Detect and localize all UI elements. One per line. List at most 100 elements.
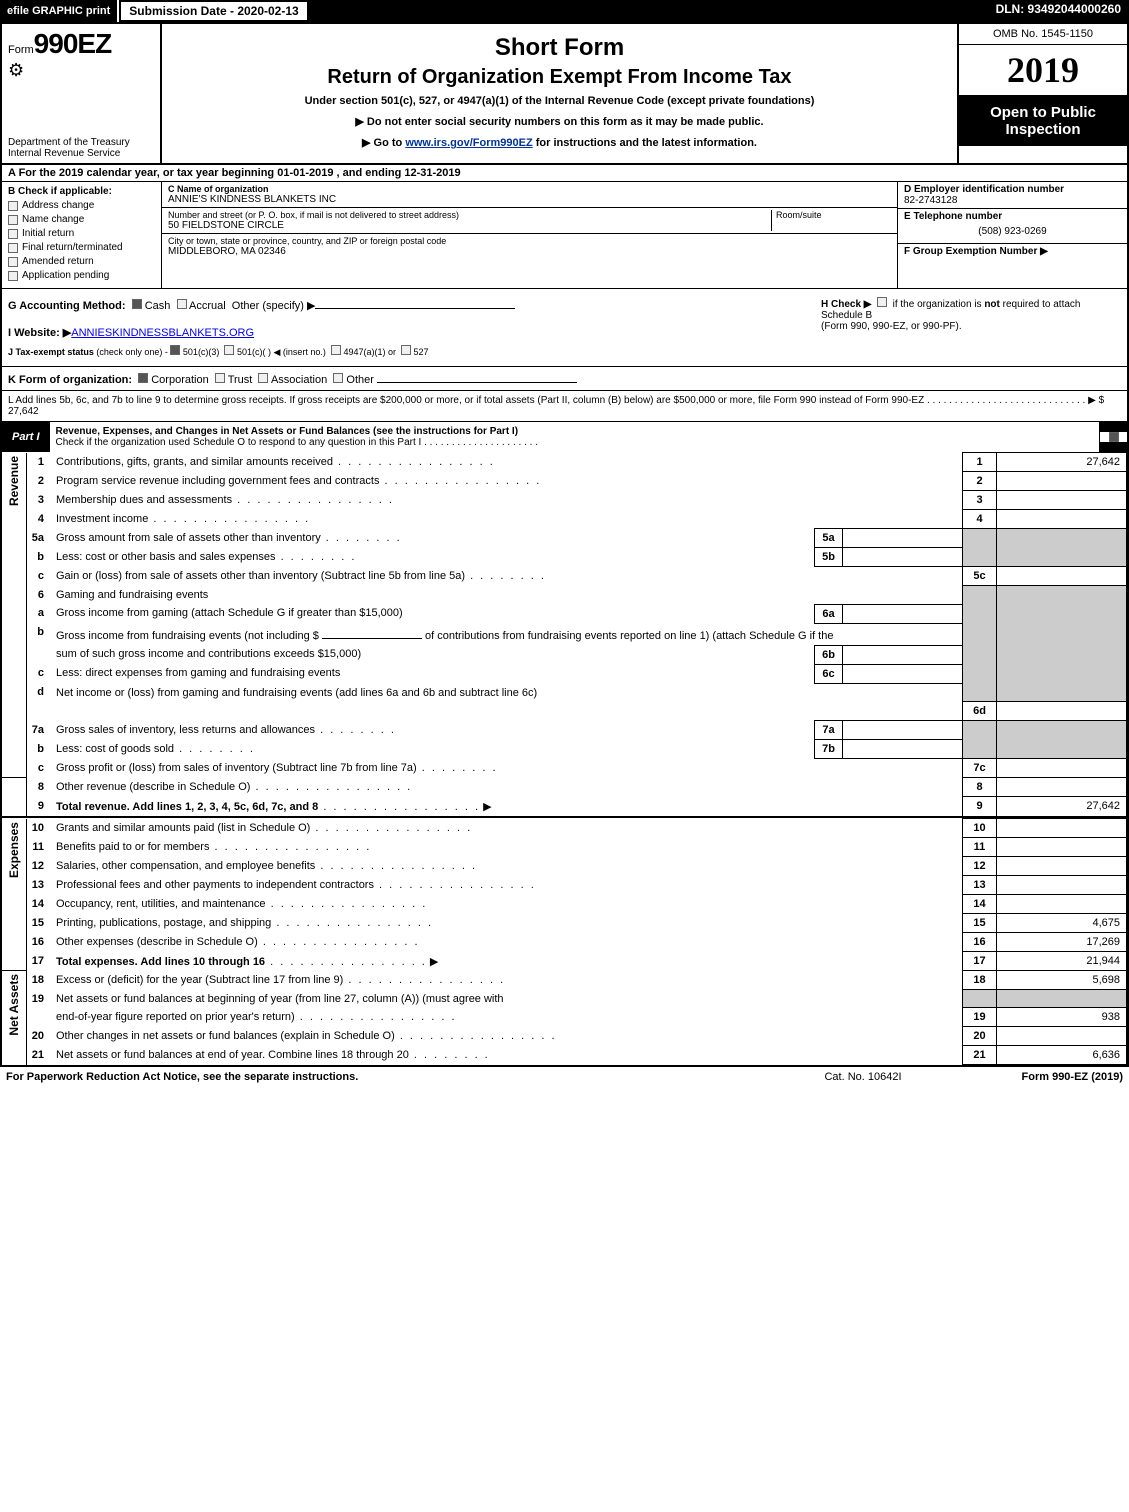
- line-l: L Add lines 5b, 6c, and 7b to line 9 to …: [2, 391, 1127, 422]
- table-row: 14Occupancy, rent, utilities, and mainte…: [2, 895, 1127, 914]
- chk-527-icon[interactable]: [401, 345, 411, 355]
- checkbox-icon[interactable]: [8, 201, 18, 211]
- table-row: 3Membership dues and assessments3: [2, 491, 1127, 510]
- open-to-public: Open to Public Inspection: [959, 96, 1127, 146]
- part1-check-line: Check if the organization used Schedule …: [56, 437, 538, 448]
- r10-box: 10: [963, 819, 997, 838]
- r7c-desc: Gross profit or (loss) from sales of inv…: [52, 759, 963, 778]
- note2-post: for instructions and the latest informat…: [533, 137, 757, 149]
- r1-box: 1: [963, 453, 997, 472]
- r3-num: 3: [26, 491, 52, 510]
- r4-num: 4: [26, 510, 52, 529]
- r6b-input[interactable]: [322, 627, 422, 639]
- subtitle: Under section 501(c), 527, or 4947(a)(1)…: [172, 95, 947, 107]
- website-link[interactable]: ANNIESKINDNESSBLANKETS.ORG: [71, 327, 254, 339]
- line-a-prefix: A For the 2019 calendar year, or tax yea…: [8, 167, 277, 179]
- checkbox-icon[interactable]: [8, 243, 18, 253]
- efile-print-button[interactable]: efile GRAPHIC print: [0, 0, 117, 22]
- chk-other-icon[interactable]: [333, 373, 343, 383]
- chk-501c3-icon[interactable]: [170, 345, 180, 355]
- r11-box: 11: [963, 838, 997, 857]
- radio-cash-icon[interactable]: [132, 299, 142, 309]
- r3-box: 3: [963, 491, 997, 510]
- r16-box: 16: [963, 933, 997, 952]
- table-row: 9Total revenue. Add lines 1, 2, 3, 4, 5c…: [2, 797, 1127, 817]
- r16-num: 16: [26, 933, 52, 952]
- r6b-num: b: [26, 623, 52, 645]
- table-row: Net Assets 18Excess or (deficit) for the…: [2, 971, 1127, 990]
- r6b-d1: Gross income from fundraising events (no…: [56, 630, 322, 642]
- r9-desc: Total revenue. Add lines 1, 2, 3, 4, 5c,…: [52, 797, 963, 817]
- r9-num: 9: [26, 797, 52, 817]
- checkbox-icon[interactable]: [8, 257, 18, 267]
- r21-val: 6,636: [997, 1046, 1127, 1065]
- shade-5v: [997, 529, 1127, 567]
- r4-box: 4: [963, 510, 997, 529]
- table-row: bLess: cost of goods sold7b: [2, 740, 1127, 759]
- g-cash: Cash: [145, 300, 171, 312]
- r10-val: [997, 819, 1127, 838]
- note-ssn: ▶ Do not enter social security numbers o…: [172, 115, 947, 128]
- r5a-num: 5a: [26, 529, 52, 548]
- irs-link[interactable]: www.irs.gov/Form990EZ: [405, 137, 532, 149]
- table-row: 6d: [2, 702, 1127, 721]
- e-label: E Telephone number: [904, 211, 1121, 222]
- r7a-sub: 7a: [815, 721, 843, 740]
- r14-val: [997, 895, 1127, 914]
- part1-tag: Part I: [2, 427, 50, 447]
- footer-left: For Paperwork Reduction Act Notice, see …: [6, 1071, 763, 1083]
- g-other-input[interactable]: [315, 297, 515, 309]
- part1-desc-text: Revenue, Expenses, and Changes in Net As…: [56, 426, 519, 437]
- j-o2: 501(c)( ) ◀ (insert no.): [237, 347, 326, 357]
- chk-h-icon[interactable]: [877, 297, 887, 307]
- r5a-sub: 5a: [815, 529, 843, 548]
- r6b-sub: 6b: [815, 645, 843, 664]
- r5b-subval: [843, 548, 963, 567]
- f-group-exemption: F Group Exemption Number ▶: [898, 244, 1127, 259]
- r8-num: 8: [26, 778, 52, 797]
- shade-7v: [997, 721, 1127, 759]
- rot-revenue-text: Revenue: [7, 456, 21, 506]
- city-label: City or town, state or province, country…: [168, 236, 891, 246]
- chk-corp-icon[interactable]: [138, 373, 148, 383]
- chk-name-change: Name change: [8, 214, 155, 225]
- r7a-num: 7a: [26, 721, 52, 740]
- k-other-input[interactable]: [377, 371, 577, 383]
- r20-box: 20: [963, 1027, 997, 1046]
- chk-schedule-o-icon[interactable]: [1109, 432, 1119, 442]
- k-label: K Form of organization:: [8, 374, 132, 386]
- r5c-desc: Gain or (loss) from sale of assets other…: [52, 567, 963, 586]
- dln: DLN: 93492044000260: [988, 0, 1129, 22]
- checkbox-icon[interactable]: [8, 215, 18, 225]
- r10-desc: Grants and similar amounts paid (list in…: [52, 819, 963, 838]
- r6a-subval: [843, 604, 963, 623]
- chk-assoc-icon[interactable]: [258, 373, 268, 383]
- dept-line2: Internal Revenue Service: [8, 148, 154, 159]
- r13-val: [997, 876, 1127, 895]
- col-def: D Employer identification number 82-2743…: [897, 182, 1127, 288]
- chk-4947-icon[interactable]: [331, 345, 341, 355]
- r15-desc: Printing, publications, postage, and shi…: [52, 914, 963, 933]
- title-short-form: Short Form: [172, 34, 947, 62]
- r6a-num: a: [26, 604, 52, 623]
- chk-501c-icon[interactable]: [224, 345, 234, 355]
- h-text1: if the organization is: [893, 299, 985, 310]
- r5a-desc: Gross amount from sale of assets other t…: [52, 529, 815, 548]
- r1-num: 1: [26, 453, 52, 472]
- checkbox-icon[interactable]: [8, 271, 18, 281]
- r9-box: 9: [963, 797, 997, 817]
- r6b-desc1: Gross income from fundraising events (no…: [52, 623, 963, 645]
- radio-accrual-icon[interactable]: [177, 299, 187, 309]
- r6-num: 6: [26, 586, 52, 605]
- r6b-subval: [843, 645, 963, 664]
- r6c-sub: 6c: [815, 664, 843, 683]
- chk-initial-return: Initial return: [8, 228, 155, 239]
- r12-desc: Salaries, other compensation, and employ…: [52, 857, 963, 876]
- chk-trust-icon[interactable]: [215, 373, 225, 383]
- table-row: bLess: cost or other basis and sales exp…: [2, 548, 1127, 567]
- table-row: Expenses 10Grants and similar amounts pa…: [2, 819, 1127, 838]
- r11-num: 11: [26, 838, 52, 857]
- r5c-val: [997, 567, 1127, 586]
- checkbox-icon[interactable]: [8, 229, 18, 239]
- r7c-val: [997, 759, 1127, 778]
